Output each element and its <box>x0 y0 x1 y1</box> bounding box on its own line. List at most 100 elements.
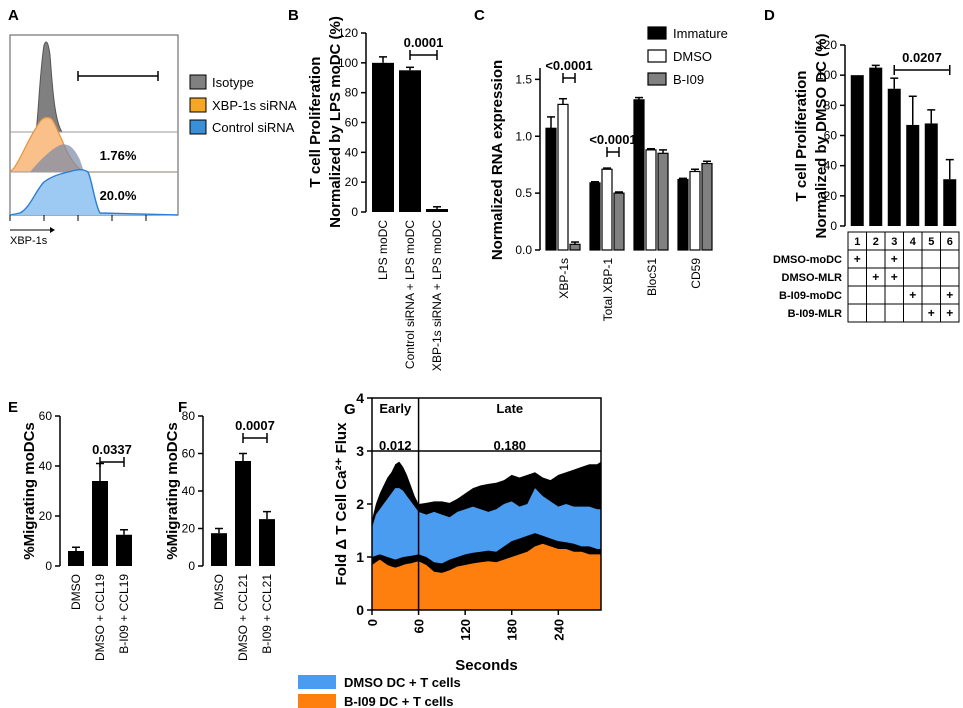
y-tick-label-c: 0.0 <box>515 243 532 257</box>
table-row-label: B-I09-MLR <box>788 308 842 320</box>
y-tick-label-f: 20 <box>182 522 196 536</box>
x-tick-label-g: 180 <box>505 619 520 641</box>
bar-e <box>68 551 84 566</box>
bar-c-2 <box>701 162 713 251</box>
y-tick-label-d: 100 <box>817 68 837 82</box>
legend-swatch-bi09 <box>298 694 336 708</box>
y-tick-label-b: 60 <box>345 116 359 130</box>
legend-label-control: Control siRNA <box>212 120 295 135</box>
sig-label-e: 0.0337 <box>92 442 132 457</box>
legend-swatch-c <box>647 72 667 86</box>
region-label-early: Early <box>379 401 412 416</box>
legend-swatch-xbp1s <box>189 97 207 113</box>
y-axis-title-e: %Migrating moDCs <box>21 422 38 560</box>
table-mark: + <box>891 252 898 266</box>
bar-c-1 <box>689 170 701 251</box>
panel-label-g: G <box>344 401 356 418</box>
bar-c-1 <box>557 103 569 251</box>
legend-a: Isotype XBP-1s siRNA Control siRNA <box>189 74 297 135</box>
bar-e <box>116 534 132 566</box>
sig-label-f: 0.0007 <box>235 418 275 433</box>
panel-label-f: F <box>178 399 187 416</box>
y-axis-title-b-line2: Normalized by LPS moDC (%) <box>327 16 344 228</box>
panel-a: A 1.76% 20.0% XBP-1s <box>8 7 297 247</box>
histogram-xbp1s-sirna <box>9 116 178 173</box>
table-col-header: 3 <box>891 236 897 248</box>
bar-d <box>924 123 938 226</box>
panel-label-d: D <box>764 7 775 24</box>
y-tick-label-g: 4 <box>356 390 364 406</box>
y-axis-title-b-line1: T cell Proliferation <box>307 57 324 188</box>
legend-label-c: Immature <box>673 26 728 41</box>
bar-d <box>906 124 920 226</box>
panel-label-e: E <box>8 399 18 416</box>
x-axis-label: XBP-1s <box>10 235 48 247</box>
legend-swatch-isotype <box>189 74 207 90</box>
panel-label-b: B <box>288 7 299 24</box>
bar-b <box>372 62 394 213</box>
y-tick-label-d: 60 <box>824 129 838 143</box>
bar-c-2 <box>569 243 581 251</box>
table-mark: + <box>946 288 953 302</box>
legend-label-c: B-I09 <box>673 72 704 87</box>
chart-c: 0.0 0.5 1.0 1.5 Normalized RNA expression XBP… <box>489 26 728 321</box>
table-mark: + <box>928 306 935 320</box>
x-tick-label-g: 60 <box>412 619 427 633</box>
histogram-frame <box>9 34 179 216</box>
y-tick-label-g: 1 <box>356 549 364 565</box>
table-row-label: DMSO-moDC <box>773 254 842 266</box>
x-tick-label-f: DMSO <box>212 574 226 610</box>
y-axis-title-d-line2: Normalized by DMSO DC (%) <box>813 33 830 238</box>
histogram-control-sirna <box>9 169 179 216</box>
table-mark: + <box>946 306 953 320</box>
table-row-label: B-I09-moDC <box>779 290 842 302</box>
table-mark: + <box>872 270 879 284</box>
y-tick-label-d: 40 <box>824 159 838 173</box>
x-tick-label-e: DMSO <box>69 574 83 610</box>
region-value-late: 0.180 <box>494 438 527 453</box>
y-tick-label-b: 80 <box>345 86 359 100</box>
bar-c-0 <box>633 99 645 251</box>
y-tick-label-e: 40 <box>39 459 53 473</box>
y-tick-label-e: 60 <box>39 409 53 423</box>
legend-label-bi09: B-I09 DC + T cells <box>344 694 453 708</box>
y-tick-label-b: 0 <box>351 205 358 219</box>
x-tick-label-b: Control siRNA + LPS moDC <box>403 220 417 369</box>
x-tick-label-f: B-I09 + CCL21 <box>260 574 274 654</box>
x-tick-label-g: 0 <box>365 619 380 626</box>
bar-f <box>211 533 227 566</box>
bar-b <box>399 70 421 213</box>
x-tick-label-c: BlocS1 <box>645 258 659 296</box>
area-bi09 <box>372 543 601 610</box>
legend-label-isotype: Isotype <box>212 75 254 90</box>
bar-c-0 <box>545 127 557 251</box>
y-tick-label-f: 60 <box>182 447 196 461</box>
legend-swatch-c <box>647 49 667 63</box>
y-axis-title-d-line1: T cell Proliferation <box>793 71 810 202</box>
x-tick-label-g: 120 <box>458 619 473 641</box>
bar-c-2 <box>613 192 625 251</box>
table-mark: + <box>854 252 861 266</box>
table-mark: + <box>891 270 898 284</box>
x-tick-label-c: XBP-1s <box>557 258 571 299</box>
legend-swatch-control <box>189 119 207 135</box>
legend-label-c: DMSO <box>673 49 712 64</box>
y-tick-label-d: 120 <box>817 38 837 52</box>
sig-label-d: 0.0207 <box>902 50 942 65</box>
bar-d <box>869 67 883 226</box>
y-tick-label-d: 0 <box>830 219 837 233</box>
x-tick-label-b: LPS moDC <box>376 220 390 280</box>
x-tick-label-c: Total XBP-1 <box>601 258 615 322</box>
region-label-late: Late <box>496 401 523 416</box>
bar-e <box>92 481 108 566</box>
sig-label-b: 0.0001 <box>404 35 444 50</box>
bar-f <box>259 519 275 566</box>
sig-label-c: <0.0001 <box>545 58 592 73</box>
bar-c-2 <box>657 152 669 251</box>
bar-c-1 <box>645 149 657 251</box>
y-tick-label-f: 40 <box>182 484 196 498</box>
x-tick-label-g: 240 <box>551 619 566 641</box>
legend-label-xbp1s: XBP-1s siRNA <box>212 98 297 113</box>
y-tick-label-f: 0 <box>188 559 195 573</box>
